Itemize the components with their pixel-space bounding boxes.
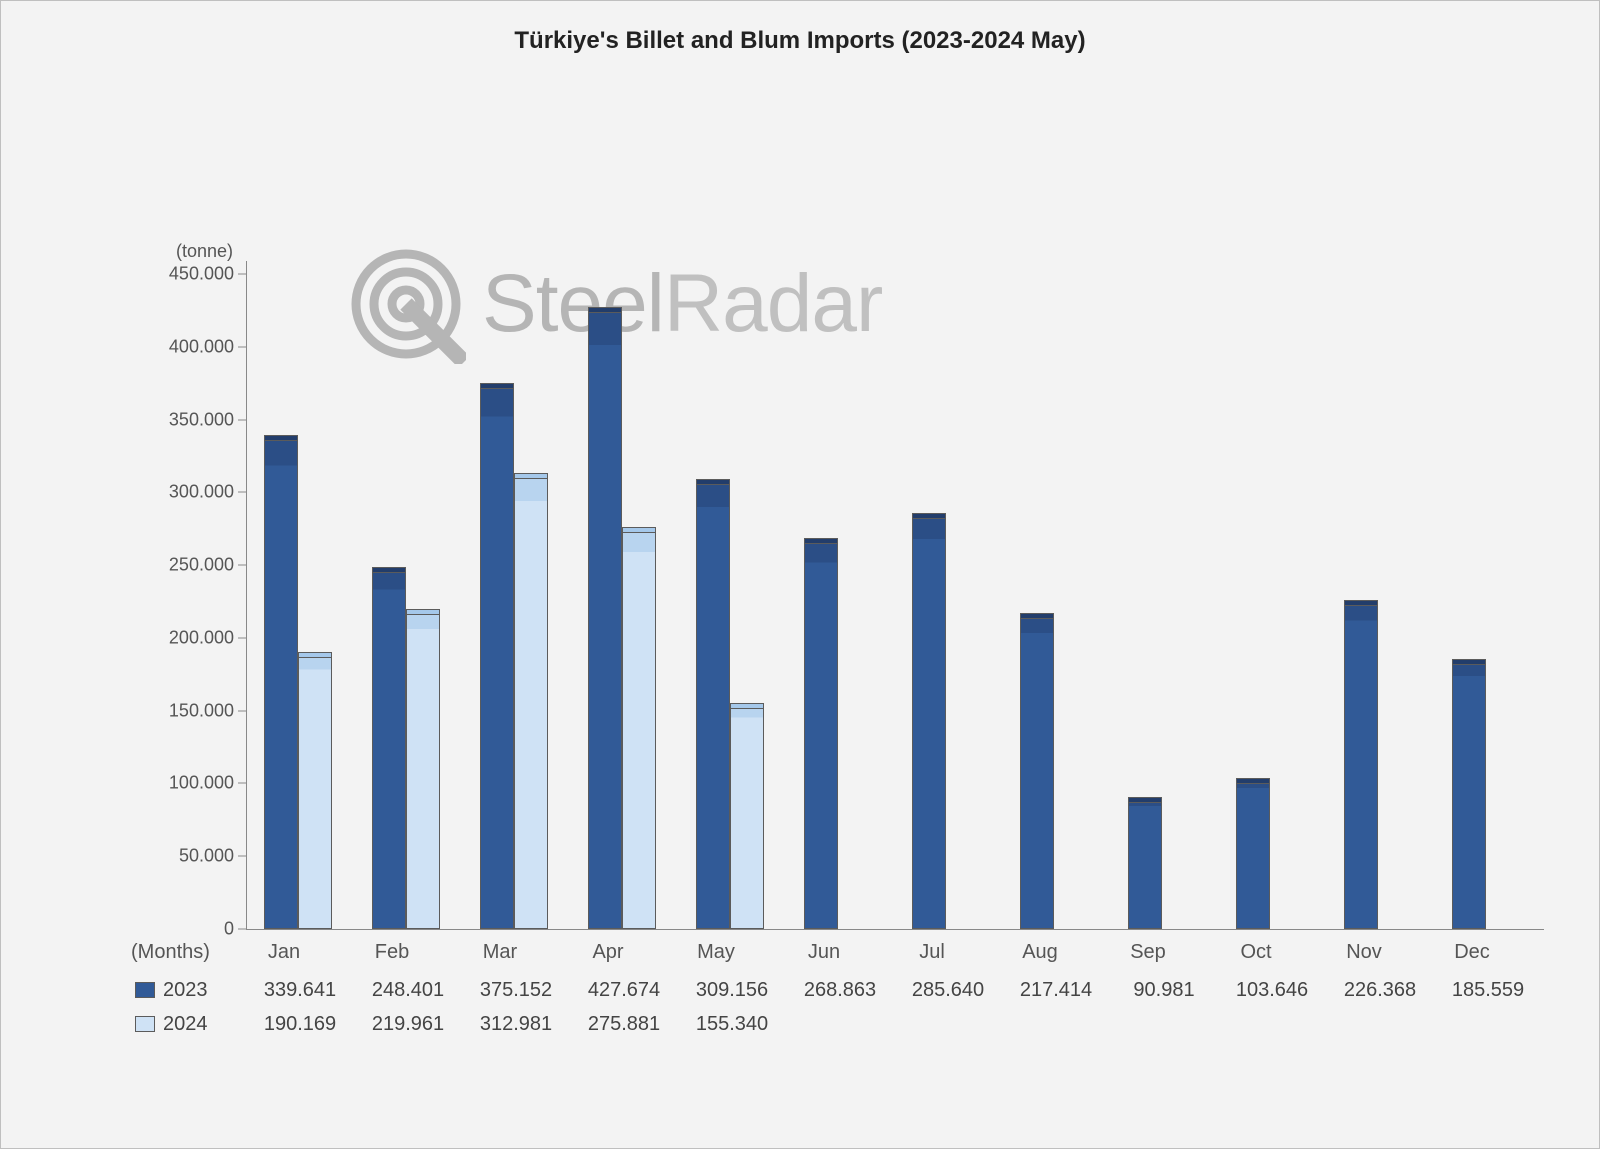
bar [514, 473, 548, 929]
plot-area: SteelRadar [246, 274, 1544, 929]
bar [1020, 613, 1054, 929]
x-tick-label: Oct [1202, 941, 1310, 964]
watermark-text-b: Radar [664, 257, 882, 351]
chart-title: Türkiye's Billet and Blum Imports (2023-… [1, 27, 1599, 55]
x-tick-label: Jun [770, 941, 878, 964]
bar [264, 435, 298, 929]
bar [622, 527, 656, 929]
y-tick-mark [238, 929, 246, 930]
y-tick-mark [238, 856, 246, 857]
legend-swatch [135, 1016, 155, 1032]
y-tick-label: 400.000 [144, 336, 234, 357]
bar [730, 703, 764, 929]
bar [588, 307, 622, 930]
y-tick-label: 300.000 [144, 482, 234, 503]
table-row: 2023339.641248.401375.152427.674309.1562… [131, 973, 1544, 1007]
bar [1128, 797, 1162, 929]
table-cell: 103.646 [1218, 979, 1326, 1002]
table-cell: 226.368 [1326, 979, 1434, 1002]
x-tick-label: Apr [554, 941, 662, 964]
table-row: 2024 190.169219.961312.981275.881155.340 [131, 1007, 1544, 1041]
table-cell: 185.559 [1434, 979, 1542, 1002]
chart-frame: Türkiye's Billet and Blum Imports (2023-… [0, 0, 1600, 1149]
legend-item: 2023 [131, 979, 246, 1002]
table-cell: 155.340 [678, 1013, 786, 1036]
bar [1344, 600, 1378, 929]
logo-icon [346, 244, 466, 364]
y-tick-label: 250.000 [144, 555, 234, 576]
bar [298, 652, 332, 929]
y-tick-mark [238, 783, 246, 784]
data-table: 2023339.641248.401375.152427.674309.1562… [131, 973, 1544, 1041]
bar [480, 383, 514, 929]
table-cell: 90.981 [1110, 979, 1218, 1002]
bar [696, 479, 730, 929]
table-cell: 375.152 [462, 979, 570, 1002]
y-tick-label: 350.000 [144, 409, 234, 430]
table-cell: 309.156 [678, 979, 786, 1002]
table-cell: 427.674 [570, 979, 678, 1002]
y-tick-label: 150.000 [144, 700, 234, 721]
y-tick-label: 200.000 [144, 627, 234, 648]
table-cell: 275.881 [570, 1013, 678, 1036]
y-tick-mark [238, 419, 246, 420]
table-cell: 217.414 [1002, 979, 1110, 1002]
x-tick-label: Jan [230, 941, 338, 964]
bar [804, 538, 838, 929]
legend-label: 2024 [163, 1013, 208, 1036]
table-cell: 190.169 [246, 1013, 354, 1036]
x-tick-label: Sep [1094, 941, 1202, 964]
legend-swatch [135, 982, 155, 998]
bar [1452, 659, 1486, 929]
y-tick-label: 0 [144, 919, 234, 940]
table-cell: 219.961 [354, 1013, 462, 1036]
legend-label: 2023 [163, 979, 208, 1002]
bar [1236, 778, 1270, 929]
y-tick-mark [238, 492, 246, 493]
table-cell: 268.863 [786, 979, 894, 1002]
table-cell: 285.640 [894, 979, 1002, 1002]
y-tick-mark [238, 274, 246, 275]
x-tick-label: Dec [1418, 941, 1526, 964]
y-tick-label: 450.000 [144, 264, 234, 285]
table-cell: 312.981 [462, 1013, 570, 1036]
x-axis [246, 929, 1544, 930]
y-tick-label: 50.000 [144, 846, 234, 867]
x-tick-label: Nov [1310, 941, 1418, 964]
legend-item: 2024 [131, 1013, 246, 1036]
watermark-text-a: Steel [482, 257, 664, 351]
table-cell: 339.641 [246, 979, 354, 1002]
x-tick-label: Feb [338, 941, 446, 964]
y-tick-mark [238, 346, 246, 347]
y-tick-mark [238, 565, 246, 566]
x-tick-label: May [662, 941, 770, 964]
y-tick-label: 100.000 [144, 773, 234, 794]
x-labels: JanFebMarAprMayJunJulAugSepOctNovDec [246, 941, 1544, 971]
x-tick-label: Aug [986, 941, 1094, 964]
y-tick-mark [238, 710, 246, 711]
x-header: (Months) [131, 941, 210, 964]
x-tick-label: Jul [878, 941, 986, 964]
y-tick-mark [238, 637, 246, 638]
y-unit-label: (tonne) [176, 241, 233, 262]
bar [372, 567, 406, 929]
bar [406, 609, 440, 929]
x-tick-label: Mar [446, 941, 554, 964]
bar [912, 513, 946, 929]
table-cell: 248.401 [354, 979, 462, 1002]
